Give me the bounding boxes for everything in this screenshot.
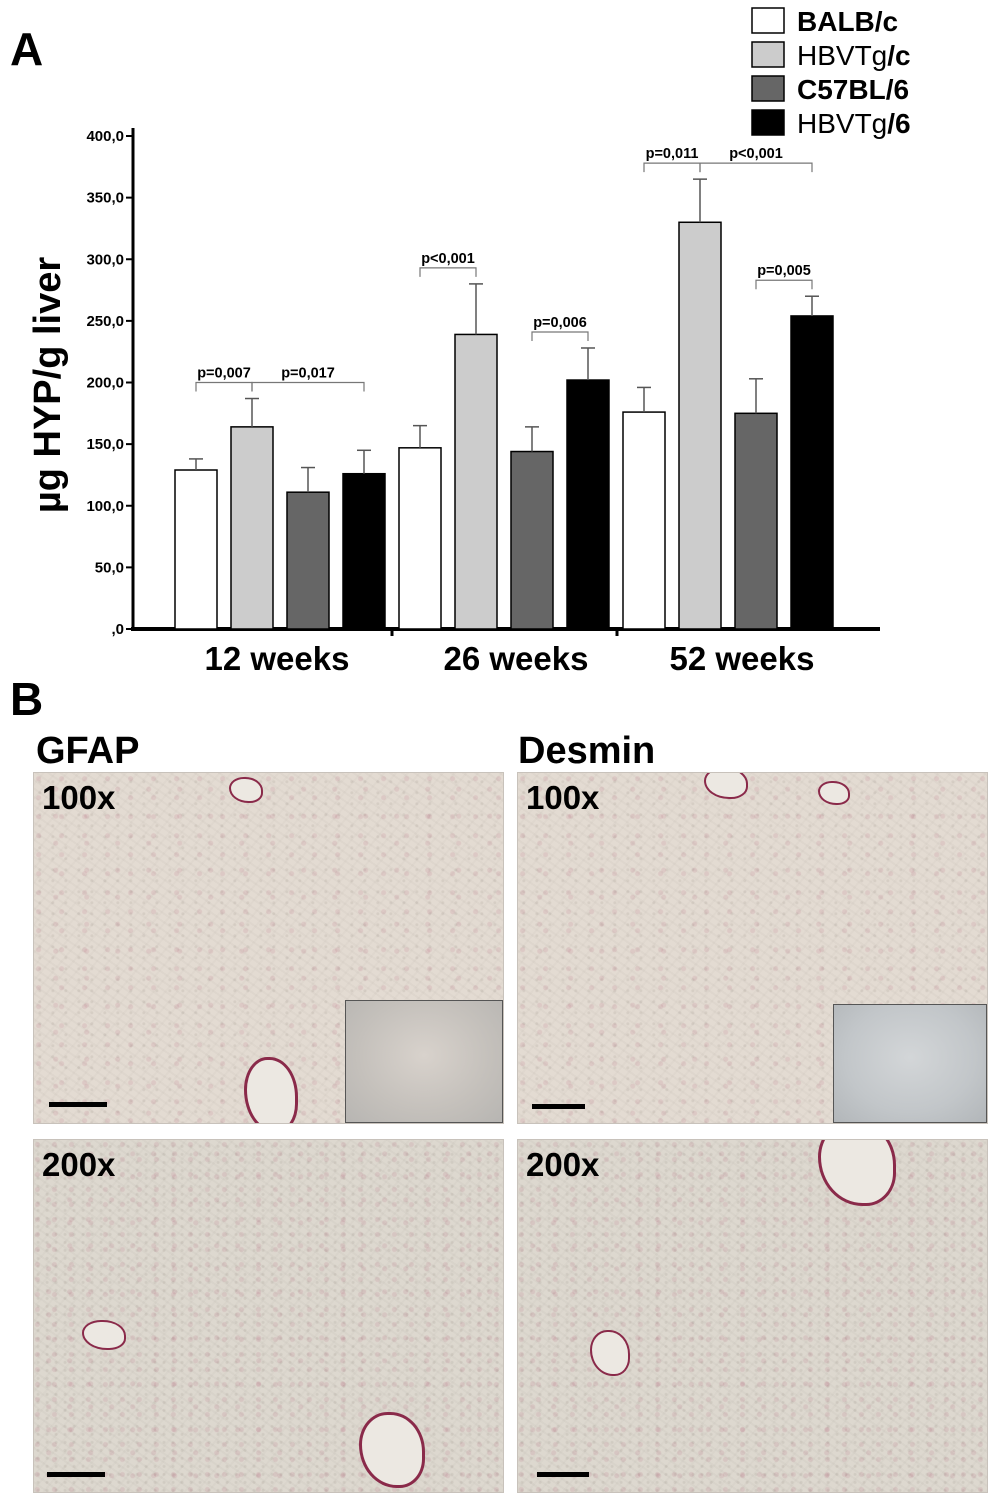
significance-bracket: [419, 267, 477, 277]
p-value-label: p=0,006: [533, 315, 587, 331]
y-tick-label: 400,0: [86, 128, 124, 145]
significance-bracket: [755, 279, 813, 290]
gfap-100x-micrograph: 100x: [33, 772, 504, 1124]
significance-bracket: [699, 162, 813, 173]
y-tick-label: 350,0: [86, 190, 124, 207]
p-value-label: p<0,001: [729, 146, 783, 162]
vessel-shape: [590, 1330, 630, 1376]
bar: [566, 379, 610, 630]
panel-a-label: A: [10, 23, 44, 75]
significance-bracket: [643, 162, 701, 173]
legend-label: C57BL/6: [797, 74, 909, 105]
bar: [230, 426, 274, 630]
vessel-shape: [818, 1140, 896, 1206]
significance-bracket: [251, 381, 365, 392]
y-tick-label: 250,0: [86, 313, 124, 330]
desmin-title: Desmin: [518, 730, 656, 772]
bar: [790, 315, 834, 630]
y-tick-label: 150,0: [86, 436, 124, 453]
bar: [454, 333, 498, 630]
desmin-100x-magnification: 100x: [526, 779, 600, 816]
hyp-bar-chart: ,0 50,0 100,0 150,0 200,0 250,0 300,0 350,0 400,…: [27, 6, 911, 677]
vessel-shape: [82, 1320, 126, 1350]
bar: [342, 472, 386, 630]
legend-label: HBVTg/6: [797, 108, 911, 139]
p-value-label: p=0,011: [646, 146, 699, 162]
gfap-200x-magnification: 200x: [42, 1146, 116, 1183]
y-axis-label: µg HYP/g liver: [27, 257, 69, 514]
bar: [174, 469, 218, 630]
vessel-shape: [359, 1412, 425, 1488]
desmin-negative-control-inset: [833, 1004, 987, 1123]
x-category-label: 52 weeks: [670, 640, 815, 677]
scale-bar: [47, 1472, 105, 1477]
panel-b-label: B: [10, 673, 44, 725]
vessel-shape: [818, 781, 850, 805]
desmin-100x-micrograph: 100x: [517, 772, 988, 1124]
y-tick-label: 300,0: [86, 251, 124, 268]
x-category-label: 26 weeks: [444, 640, 589, 677]
vessel-shape: [704, 773, 748, 799]
gfap-title: GFAP: [36, 730, 140, 772]
p-value-label: p=0,005: [757, 263, 811, 279]
scale-bar: [49, 1102, 107, 1107]
p-value-label: p<0,001: [421, 251, 475, 267]
bar: [734, 412, 778, 630]
desmin-200x-magnification: 200x: [526, 1146, 600, 1183]
bar: [678, 221, 722, 630]
legend-swatch: [751, 7, 785, 34]
bar: [510, 450, 554, 630]
vessel-shape: [244, 1057, 298, 1123]
bar: [398, 447, 442, 630]
bar: [622, 411, 666, 630]
legend-swatch: [751, 75, 785, 102]
p-value-label: p=0,007: [197, 366, 251, 382]
gfap-negative-control-inset: [345, 1000, 503, 1123]
gfap-100x-magnification: 100x: [42, 779, 116, 816]
scale-bar: [532, 1104, 585, 1109]
gfap-200x-micrograph: 200x: [33, 1139, 504, 1493]
p-value-label: p=0,017: [281, 366, 335, 382]
y-tick-label: 50,0: [95, 559, 124, 576]
significance-bracket: [195, 381, 253, 392]
legend-label: HBVTg/c: [797, 40, 911, 71]
legend-swatch: [751, 109, 785, 136]
bar: [286, 491, 330, 630]
vessel-shape: [229, 777, 263, 803]
legend-swatch: [751, 41, 785, 68]
legend-label: BALB/c: [797, 6, 898, 37]
scale-bar: [537, 1472, 589, 1477]
x-category-label: 12 weeks: [205, 640, 350, 677]
y-tick-label: ,0: [111, 621, 124, 638]
desmin-200x-micrograph: 200x: [517, 1139, 988, 1493]
significance-bracket: [531, 331, 589, 341]
y-tick-label: 100,0: [86, 498, 124, 515]
y-tick-label: 200,0: [86, 375, 124, 392]
